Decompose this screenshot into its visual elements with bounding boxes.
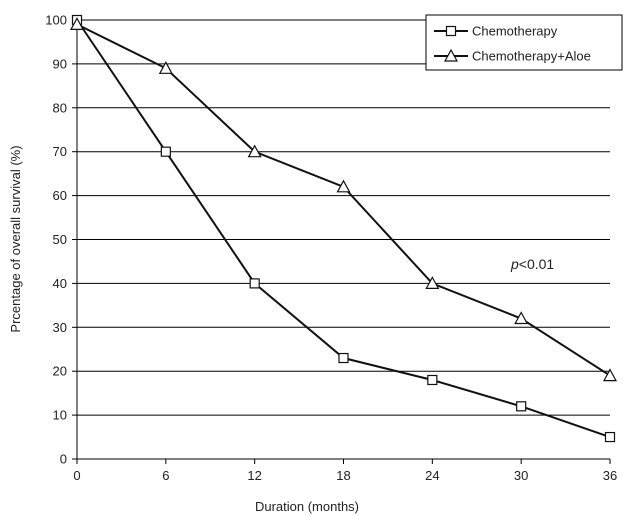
y-axis-title: Prcentage of overall survival (%) [8,145,23,332]
y-tick-label-0: 0 [60,452,67,467]
series-line-chemotherapy-aloe [76,23,611,377]
p-value-annotation: p<0.01 [510,256,554,272]
y-tick-label-30: 30 [53,320,67,335]
legend-marker-chemotherapy [445,25,457,37]
x-tick-label-12: 12 [247,468,261,483]
series-line-chemotherapy [76,19,611,438]
data-point-chemotherapy-aloe-12 [247,144,262,158]
data-point-chemotherapy-aloe-18 [336,179,351,193]
y-tick-label-80: 80 [53,100,67,115]
data-point-chemotherapy-aloe-30 [514,311,529,325]
y-tick-label-50: 50 [53,232,67,247]
data-point-chemotherapy-aloe-36 [602,368,618,382]
data-point-chemotherapy-18 [338,352,349,364]
y-tick-label-60: 60 [53,188,67,203]
data-point-chemotherapy-6 [160,146,171,157]
x-tick-label-6: 6 [162,468,169,483]
y-tick-label-20: 20 [53,364,67,379]
series-chemotherapy-aloe [69,17,618,382]
x-tick-label-36: 36 [603,468,617,483]
legend-label-chemotherapy: Chemotherapy [472,24,558,39]
y-tick-label-10: 10 [53,408,67,423]
x-tick-label-24: 24 [425,468,439,483]
data-point-chemotherapy-36 [604,431,616,443]
data-point-chemotherapy-12 [249,278,260,289]
y-tick-label-40: 40 [53,276,67,291]
data-point-chemotherapy-aloe-6 [158,61,173,74]
axes: 0 10 20 30 40 50 60 70 80 90 100 0 6 12 18 24 30 36 [45,13,617,484]
x-tick-label-0: 0 [73,468,80,483]
x-tick-label-18: 18 [336,468,350,483]
legend-box [425,14,623,71]
series-layer [69,14,618,443]
data-point-chemotherapy-24 [427,374,438,386]
series-chemotherapy [71,14,616,443]
legend-label-chemotherapy-aloe: Chemotherapy+Aloe [472,49,591,64]
data-point-chemotherapy-aloe-0 [69,17,85,30]
x-axis-title: Duration (months) [255,499,359,514]
y-tick-label-90: 90 [53,56,67,71]
data-point-chemotherapy-aloe-24 [425,276,440,289]
legend-marker-chemotherapy-aloe [443,48,459,62]
x-tick-label-30: 30 [514,468,528,483]
data-point-chemotherapy-30 [516,401,527,412]
legend: Chemotherapy Chemotherapy+Aloe [425,14,623,71]
p-symbol: p [510,256,519,272]
y-tick-label-70: 70 [53,144,67,159]
y-tick-label-100: 100 [45,13,67,28]
p-value-text: <0.01 [519,256,555,272]
